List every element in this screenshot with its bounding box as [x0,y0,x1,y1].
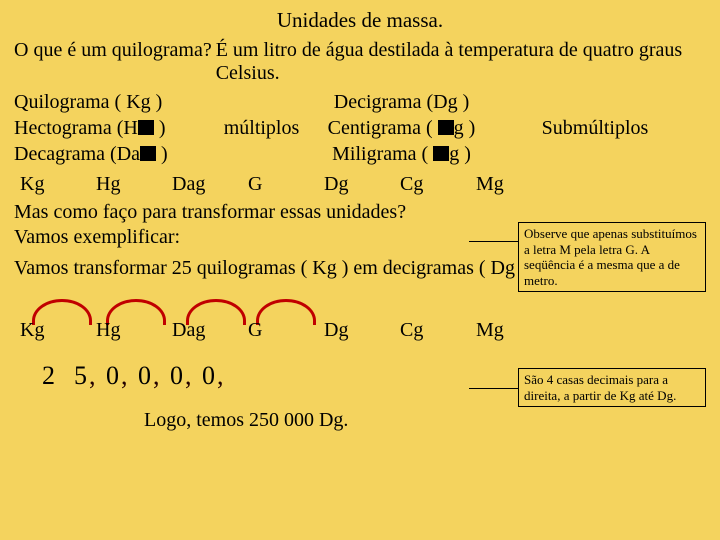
unit-label: Hg [96,319,130,342]
unit-label: Kg [20,319,54,342]
unit-label: Mg [476,319,510,342]
page-title: Unidades de massa. [14,8,706,33]
connector-line [469,241,518,242]
multiples-label: múltiplos [204,117,319,140]
unit-def: Decigrama (Dg ) [319,89,484,115]
unit-label: G [248,173,282,196]
unit-def: Decagrama (Da ) [14,141,204,167]
unit-label: Dg [324,173,358,196]
unit-def: Quilograma ( Kg ) [14,89,204,115]
unit-def: Centigrama ( g ) [319,115,484,141]
right-column: Decigrama (Dg ) Centigrama ( g ) Miligra… [319,89,484,167]
unit-def: Hectograma (H ) [14,115,204,141]
arcs-row: Kg Hg Dag G Dg Cg Mg [14,305,706,341]
question-text: O que é um quilograma? [14,39,212,62]
left-column: Quilograma ( Kg ) Hectograma (H ) Decagr… [14,89,204,167]
units-row-2: Kg Hg Dag G Dg Cg Mg [20,319,510,342]
tooltip-decimal: São 4 casas decimais para a direita, a p… [518,368,706,407]
submultiples-label: Submúltiplos [484,117,706,140]
result-text: Logo, temos 250 000 Dg. [14,409,706,432]
question-row: O que é um quilograma? É um litro de águ… [14,39,706,85]
unit-label: Cg [400,173,434,196]
unit-label: Mg [476,173,510,196]
unit-label: Cg [400,319,434,342]
unit-label: Dg [324,319,358,342]
unit-label: Hg [96,173,130,196]
unit-label: Dag [172,319,206,342]
unit-label: G [248,319,282,342]
answer-text: É um litro de água destilada à temperatu… [216,39,706,85]
multiples-table: Quilograma ( Kg ) Hectograma (H ) Decagr… [14,89,706,167]
tooltip-substitution: Observe que apenas substituímos a letra … [518,222,706,292]
unit-def: Miligrama ( g ) [319,141,484,167]
unit-label: Dag [172,173,206,196]
units-row-1: Kg Hg Dag G Dg Cg Mg [14,173,706,196]
unit-label: Kg [20,173,54,196]
connector-line [469,388,518,389]
